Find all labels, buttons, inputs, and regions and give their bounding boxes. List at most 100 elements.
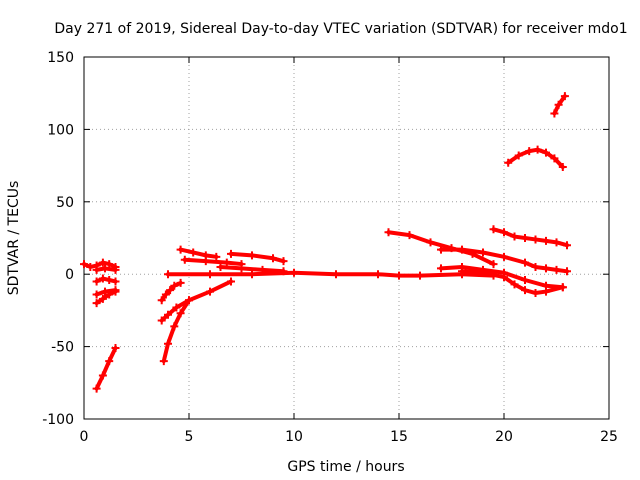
x-tick-label: 15 (390, 429, 408, 445)
data-point (458, 267, 466, 276)
data-point (101, 264, 109, 273)
series-arc-03 (92, 274, 120, 286)
data-point (531, 235, 540, 244)
data-point (533, 145, 542, 154)
data-point (479, 248, 487, 257)
data-point (521, 286, 529, 295)
data-point (105, 357, 114, 366)
y-tick-label: 0 (65, 267, 74, 283)
y-tick-label: -50 (51, 340, 74, 356)
data-point (563, 267, 571, 276)
data-point (489, 225, 498, 234)
data-point (159, 357, 168, 366)
data-point (479, 268, 487, 277)
data-point (164, 339, 172, 348)
data-point (98, 371, 107, 380)
data-point (92, 384, 101, 393)
series-line (166, 270, 496, 278)
y-tick-label: 100 (47, 122, 74, 138)
data-point (504, 158, 513, 167)
x-axis-title: GPS time / hours (287, 459, 404, 475)
y-axis-title: SDTVAR / TECUs (6, 181, 22, 296)
series-arc-19 (489, 225, 571, 250)
series-arc-14 (227, 249, 288, 266)
data-point (510, 232, 519, 241)
data-point (80, 260, 88, 269)
data-point (166, 286, 175, 295)
data-point (164, 270, 172, 279)
data-point (92, 299, 101, 308)
data-point (222, 258, 231, 267)
series-arc-20 (504, 145, 567, 172)
series (80, 92, 571, 393)
data-point (92, 277, 101, 286)
series-line (178, 247, 219, 259)
data-point (111, 265, 120, 274)
data-point (521, 258, 529, 267)
x-tick-label: 10 (285, 429, 303, 445)
data-point (560, 92, 569, 101)
data-point (332, 270, 340, 279)
data-point (558, 163, 567, 172)
data-point (206, 270, 214, 279)
data-point (514, 151, 523, 160)
data-point (212, 252, 221, 261)
data-point (521, 275, 529, 284)
plot-frame (83, 56, 610, 420)
y-tick-label: -100 (42, 412, 74, 428)
series-arc-21 (550, 92, 569, 118)
data-point (227, 249, 235, 258)
data-point (86, 262, 95, 271)
data-point (279, 267, 288, 276)
data-point (558, 283, 567, 292)
data-point (552, 265, 561, 274)
data-point (111, 344, 120, 353)
data-point (542, 287, 550, 296)
x-tick-label: 20 (495, 429, 513, 445)
data-point (269, 254, 277, 263)
data-point (92, 265, 101, 274)
data-point (157, 316, 166, 325)
data-point (98, 258, 107, 267)
series-arc-02 (92, 264, 120, 274)
series-line (218, 264, 286, 274)
data-point (510, 280, 519, 289)
data-point (500, 273, 508, 282)
data-point (164, 310, 172, 319)
data-point (185, 296, 193, 305)
data-point (279, 257, 288, 266)
grid (84, 57, 609, 419)
data-point (189, 248, 198, 257)
data-point (201, 257, 210, 266)
data-point (176, 309, 185, 318)
data-point (563, 241, 571, 250)
series-arc-13 (216, 262, 288, 276)
data-point (105, 275, 114, 284)
data-point (426, 238, 435, 247)
data-point (105, 290, 114, 299)
data-point (227, 277, 235, 286)
data-point (176, 278, 185, 287)
data-point (384, 228, 393, 237)
series-line (94, 346, 118, 391)
series-arc-07 (157, 278, 185, 305)
data-point (101, 287, 109, 296)
data-point (176, 245, 185, 254)
data-point (458, 245, 466, 254)
data-point (550, 154, 559, 163)
x-tick-label: 25 (600, 429, 618, 445)
data-point (170, 281, 179, 290)
data-point (105, 260, 114, 269)
data-point (542, 236, 550, 245)
data-point (395, 271, 403, 280)
data-point (542, 264, 550, 273)
data-point (180, 255, 189, 264)
data-point (500, 252, 508, 261)
series-line (229, 251, 286, 264)
data-point (554, 100, 563, 109)
series-arc-11 (176, 245, 221, 261)
data-point (542, 148, 550, 157)
data-point (531, 262, 540, 271)
y-tick-label: 50 (56, 195, 74, 211)
